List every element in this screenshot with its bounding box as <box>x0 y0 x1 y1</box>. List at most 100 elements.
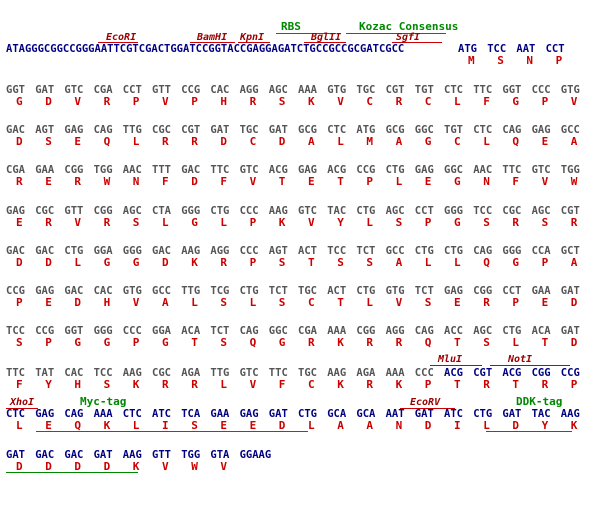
xhoi-site-label: XhoI <box>10 397 35 408</box>
mlui-underline <box>430 365 482 366</box>
amino-acid: S <box>497 54 504 67</box>
amino-acid: L <box>191 296 198 309</box>
codon: TTC F <box>6 367 36 393</box>
amino-acid: E <box>308 175 315 188</box>
codon: GTG V <box>561 84 591 110</box>
amino-acid: L <box>132 135 140 148</box>
nucleotide-codon: AGA <box>356 367 376 379</box>
nucleotide-codon: GGG <box>444 205 463 217</box>
amino-acid: K <box>337 336 344 349</box>
codon: CTC L <box>327 124 357 150</box>
codon: GAA E <box>532 285 562 311</box>
amino-acid: T <box>278 175 286 188</box>
codon: GAG E <box>6 205 36 231</box>
nucleotide-codon: CCA <box>531 245 551 257</box>
nucleotide-codon: CCG <box>6 285 25 297</box>
nucleotide-codon: GAC <box>35 245 55 257</box>
amino-acid: P <box>570 378 578 391</box>
nucleotide-codon: ACG <box>502 367 522 379</box>
codon: ACT T <box>327 285 357 311</box>
codon: GTG V <box>123 285 153 311</box>
amino-acid: S <box>45 135 52 148</box>
amino-acid: P <box>512 296 520 309</box>
amino-acid: L <box>249 296 257 309</box>
amino-acid: Q <box>249 336 257 349</box>
codon: CGT R <box>181 124 211 150</box>
nucleotide-codon: AAA <box>327 325 347 337</box>
nucleotide-codon: TCC <box>93 367 113 379</box>
codon: TAC Y <box>327 205 357 231</box>
codon: CTG L <box>473 408 503 434</box>
codon: CTG L <box>415 245 445 271</box>
codon: GCT A <box>561 245 591 271</box>
amino-acid: E <box>424 175 432 188</box>
codon: TAT Y <box>35 367 65 393</box>
codon: GAC D <box>6 124 36 150</box>
codon: CTG L <box>298 408 328 434</box>
codon: CTG L <box>64 245 94 271</box>
codon: GAG E <box>35 285 65 311</box>
nucleotide-codon: GAA <box>210 408 230 420</box>
amino-acid: K <box>570 419 578 432</box>
amino-acid: T <box>512 378 520 391</box>
codon: GGAAG <box>239 449 272 475</box>
codon: GAG E <box>64 124 94 150</box>
nucleotide-codon: CGG <box>356 325 376 337</box>
codon: GCA A <box>356 408 386 434</box>
amino-acid: R <box>308 336 315 349</box>
amino-acid: Q <box>483 256 490 269</box>
amino-acid: S <box>483 216 490 229</box>
bamhi-underline <box>190 42 235 43</box>
amino-acid: T <box>454 378 461 391</box>
nucleotide-codon: TGG <box>181 449 201 461</box>
nucleotide-codon: CCT <box>502 285 522 297</box>
amino-acid: F <box>162 175 169 188</box>
amino-acid: D <box>570 336 578 349</box>
kpni-underline <box>238 42 270 43</box>
amino-acid: S <box>278 95 286 108</box>
codon: CAC H <box>94 285 124 311</box>
codon: GAG E <box>35 408 65 434</box>
amino-acid: S <box>424 296 432 309</box>
nucleotide-codon: GTG <box>122 285 142 297</box>
nucleotide-codon: GGAAG <box>239 449 272 461</box>
codon: GGC G <box>415 124 445 150</box>
codon: TGG W <box>561 164 591 190</box>
nucleotide-codon: CTG <box>385 164 405 176</box>
amino-acid: K <box>278 216 286 229</box>
codon: CCG P <box>6 285 36 311</box>
amino-acid: E <box>45 296 52 309</box>
nucleotide-codon: CCC <box>122 325 142 337</box>
codon: GGC G <box>269 325 299 351</box>
codon: CGG R <box>64 164 94 190</box>
nucleotide-codon: CGT <box>473 367 493 379</box>
codon: GGG G <box>181 205 211 231</box>
nucleotide-codon: GAT <box>560 325 580 337</box>
nucleotide-codon: TAT <box>35 367 55 379</box>
nucleotide-codon: GAG <box>531 124 551 136</box>
ecorv-site-label: EcoRV <box>410 397 441 408</box>
codon: TCT S <box>415 285 445 311</box>
nucleotide-codon: CCT <box>122 84 142 96</box>
nucleotide-codon: GAT <box>502 408 522 420</box>
nucleotide-codon: CTC <box>473 124 493 136</box>
amino-acid: L <box>220 378 228 391</box>
amino-acid: F <box>278 378 286 391</box>
codon: CTA L <box>152 205 182 231</box>
amino-acid: L <box>162 216 169 229</box>
codon: AGC S <box>269 84 299 110</box>
codon: AAT N <box>516 43 546 69</box>
nucleotide-codon: AAG <box>268 205 288 217</box>
codon: GAT D <box>269 124 299 150</box>
amino-acid: P <box>191 95 198 108</box>
noti-underline <box>490 365 570 366</box>
nucleotide-codon: GGT <box>64 325 84 337</box>
amino-acid: G <box>132 256 140 269</box>
codon: GGG G <box>94 325 124 351</box>
nucleotide-codon: ACG <box>327 164 347 176</box>
codon: GTC V <box>532 164 562 190</box>
codon: GCG A <box>298 124 328 150</box>
nucleotide-codon: TAC <box>327 205 347 217</box>
codon: CTG L <box>356 205 386 231</box>
amino-acid: P <box>541 256 549 269</box>
